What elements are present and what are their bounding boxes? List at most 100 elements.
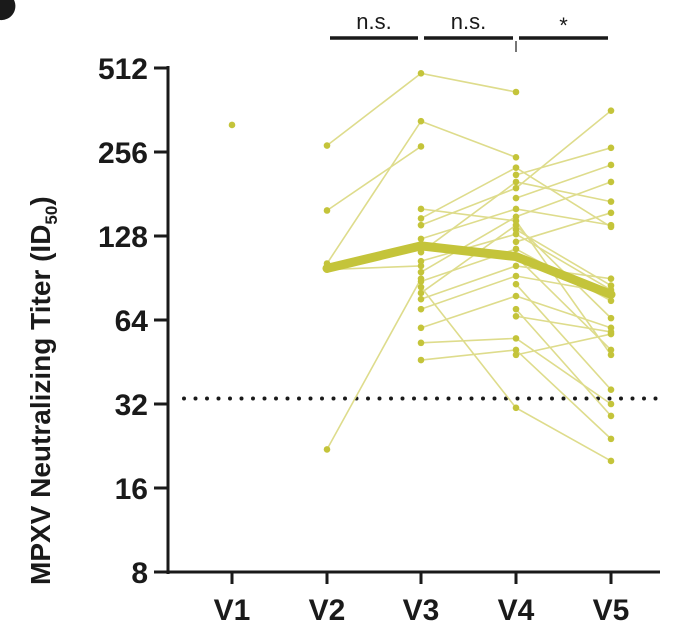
individual-data-point [417,278,425,285]
individual-data-point [417,257,425,265]
individual-data-point [512,184,520,192]
individual-data-point [607,161,615,169]
individual-data-point [607,107,615,114]
individual-data-point [417,268,425,276]
individual-data-point [417,221,425,229]
individual-data-point [417,215,425,222]
y-tick-label: 8 [131,557,148,590]
individual-data-point [607,457,615,465]
individual-data-point [607,386,615,394]
y-axis-title: MPXV Neutralizing Titer (ID50) [25,196,61,585]
individual-data-point [323,207,331,214]
x-tick-label: V4 [498,594,535,627]
individual-data-point [607,198,615,205]
individual-data-point [607,351,615,359]
individual-series-line [326,145,422,212]
individual-data-point [417,295,425,303]
y-axis-title-close: ) [25,196,56,205]
individual-data-point [512,335,520,342]
individual-data-point [417,289,425,297]
individual-data-point [512,171,520,179]
individual-series-line [515,333,612,356]
individual-data-point [417,305,425,313]
individual-data-point [607,297,615,305]
individual-data-point [512,154,520,161]
individual-series-line [515,228,612,287]
y-axis-title-main: MPXV Neutralizing Titer (ID [25,225,56,585]
individual-series-line [515,147,612,176]
individual-data-point [512,226,520,233]
individual-data-point [417,356,425,364]
x-tick-label: V5 [593,594,630,627]
individual-data-point [607,346,615,354]
significance-label: n.s. [451,9,486,34]
mean-series-line [322,241,616,299]
individual-data-point [512,272,520,280]
individual-series-line [515,315,612,333]
y-tick-label: 256 [98,137,148,170]
individual-data-point [607,314,615,322]
individual-series-layer [228,70,615,465]
y-tick-label: 512 [98,53,148,86]
individual-data-point [607,144,615,152]
individual-data-point [607,221,615,229]
individual-data-point [607,330,615,338]
x-tick-label: V2 [309,594,346,627]
y-tick-label: 64 [115,305,149,338]
corner-mark [0,0,16,21]
significance-layer: n.s. n.s. * [330,9,608,52]
individual-data-point [512,312,520,320]
individual-series-line [515,212,612,243]
individual-data-point [512,245,520,253]
individual-data-point [512,262,520,270]
individual-data-point [417,339,425,347]
individual-data-point [512,88,520,96]
individual-data-point [512,178,520,186]
individual-data-point [417,205,425,213]
individual-data-point [417,117,425,125]
y-tick-label: 128 [98,221,148,254]
individual-data-point [512,351,520,359]
individual-data-point [417,324,425,332]
y-axis-title-subscript: 50 [42,206,61,225]
individual-data-point [607,412,615,420]
individual-data-point [323,142,331,149]
individual-data-point [607,209,615,217]
x-tick-label: V1 [214,594,251,627]
individual-data-point [607,435,615,443]
individual-data-point [323,446,331,453]
individual-data-point [512,292,520,300]
individual-data-point [512,164,520,171]
individual-data-point [417,283,425,291]
individual-data-point [512,205,520,213]
individual-data-point [512,230,520,238]
individual-series-line [515,164,612,199]
mean-series-layer [322,241,616,299]
individual-data-point [417,262,425,270]
individual-series-line [420,349,612,440]
individual-data-point [607,282,615,289]
individual-data-point [512,404,520,412]
individual-data-point [607,400,615,408]
individual-data-point [607,275,615,282]
individual-data-point [417,235,425,243]
significance-label: * [559,13,568,38]
x-tick-label: V3 [403,594,440,627]
individual-data-point [512,280,520,288]
individual-data-point [607,178,615,186]
individual-series-line [326,72,517,147]
individual-data-point [228,121,236,129]
y-tick-label: 16 [115,473,148,506]
individual-series-line [326,278,422,450]
y-axis-title-group: MPXV Neutralizing Titer (ID50) [25,196,61,585]
individual-series-line [515,283,612,391]
axes: 8 16 32 64 128 256 512 V1 V2 V3 V4 V5 [98,53,660,627]
y-tick-label: 32 [115,389,148,422]
individual-data-point [512,194,520,202]
individual-data-point [512,305,520,313]
individual-data-point [512,213,520,221]
significance-label: n.s. [356,9,391,34]
individual-data-point [512,238,520,246]
individual-series-line [515,256,612,351]
